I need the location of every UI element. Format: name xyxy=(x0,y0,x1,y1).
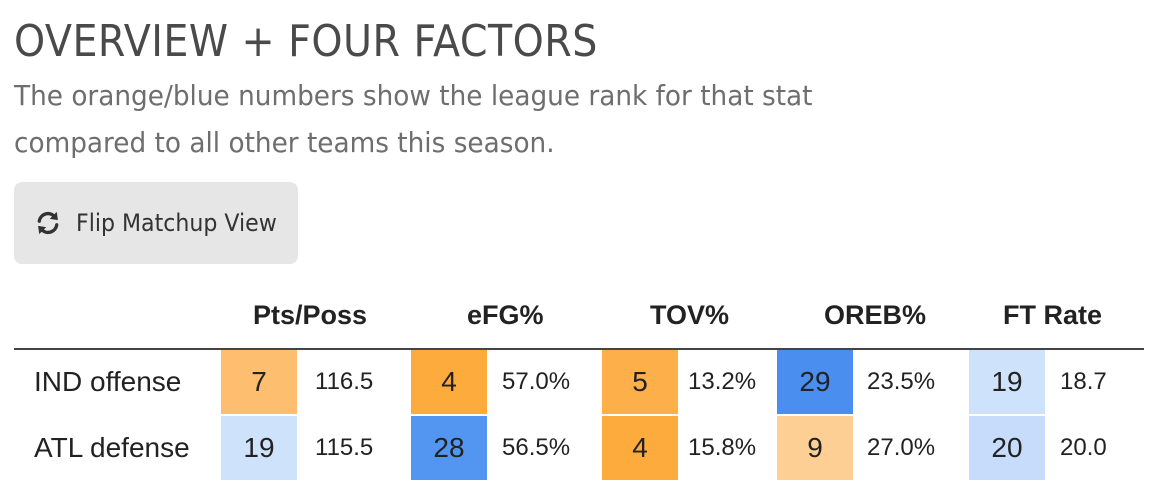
stat-value: 27.0% xyxy=(867,434,936,461)
table-row: IND offense 7 116.5 4 57.0% 5 13.2% 29 2… xyxy=(14,350,1144,414)
rank-badge: 29 xyxy=(777,350,853,414)
rank-badge: 20 xyxy=(969,416,1045,480)
page-subtitle: The orange/blue numbers show the league … xyxy=(14,79,813,159)
page-title: OVERVIEW + FOUR FACTORS xyxy=(14,16,598,67)
refresh-icon xyxy=(34,209,62,237)
rank-badge: 4 xyxy=(411,350,487,414)
stat-value: 13.2% xyxy=(688,368,757,395)
table-row: ATL defense 19 115.5 28 56.5% 4 15.8% 9 … xyxy=(14,416,1144,480)
row-label: IND offense xyxy=(34,366,182,397)
table-header: Pts/Poss eFG% TOV% OREB% FT Rate xyxy=(14,296,1144,348)
column-header-oreb: OREB% xyxy=(824,300,927,330)
stat-value: 115.5 xyxy=(315,434,374,461)
stat-value: 23.5% xyxy=(867,368,936,395)
rank-badge: 28 xyxy=(411,416,487,480)
stat-value: 116.5 xyxy=(315,368,374,395)
stat-value: 56.5% xyxy=(502,434,571,461)
stat-value: 57.0% xyxy=(502,368,571,395)
flip-matchup-button[interactable]: Flip Matchup View xyxy=(14,182,298,264)
column-header-ft-rate: FT Rate xyxy=(1003,300,1103,330)
rank-badge: 19 xyxy=(969,350,1045,414)
stat-value: 20.0 xyxy=(1060,434,1107,461)
row-label: ATL defense xyxy=(34,432,190,463)
rank-badge: 9 xyxy=(777,416,853,480)
flip-matchup-label: Flip Matchup View xyxy=(76,209,277,237)
rank-badge: 7 xyxy=(221,350,297,414)
header-divider xyxy=(14,348,1144,350)
column-header-efg: eFG% xyxy=(467,300,544,330)
column-header-pts-poss: Pts/Poss xyxy=(253,300,368,330)
four-factors-table: Pts/Poss eFG% TOV% OREB% FT Rate IND off… xyxy=(14,296,1144,480)
rank-badge: 5 xyxy=(602,350,678,414)
stat-value: 18.7 xyxy=(1060,368,1107,395)
rank-badge: 4 xyxy=(602,416,678,480)
rank-badge: 19 xyxy=(221,416,297,480)
column-header-tov: TOV% xyxy=(650,300,730,330)
stat-value: 15.8% xyxy=(688,434,757,461)
